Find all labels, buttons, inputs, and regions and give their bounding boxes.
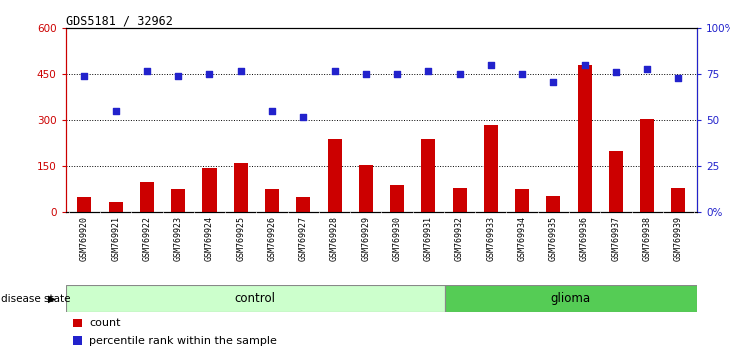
Bar <box>296 197 310 212</box>
Point <box>141 68 153 74</box>
Point <box>391 72 403 77</box>
Bar <box>640 119 654 212</box>
Point <box>110 108 122 114</box>
Bar <box>66 285 445 312</box>
Bar <box>577 65 591 212</box>
Bar <box>609 151 623 212</box>
Bar <box>234 163 247 212</box>
Point <box>485 62 496 68</box>
Point <box>328 68 340 74</box>
Point <box>79 73 91 79</box>
Bar <box>109 202 123 212</box>
Text: GSM769939: GSM769939 <box>674 216 683 261</box>
Bar <box>515 189 529 212</box>
Text: control: control <box>234 292 276 305</box>
Bar <box>202 168 217 212</box>
Text: GSM769921: GSM769921 <box>111 216 120 261</box>
Point <box>641 66 653 72</box>
Point <box>423 68 434 74</box>
Text: GSM769926: GSM769926 <box>267 216 277 261</box>
Text: GSM769923: GSM769923 <box>174 216 182 261</box>
Point <box>672 75 684 81</box>
Text: GSM769935: GSM769935 <box>549 216 558 261</box>
Point <box>548 79 559 85</box>
Text: count: count <box>89 318 120 328</box>
Bar <box>672 188 685 212</box>
Text: GDS5181 / 32962: GDS5181 / 32962 <box>66 14 172 27</box>
Bar <box>328 139 342 212</box>
Bar <box>140 182 154 212</box>
Text: GSM769933: GSM769933 <box>486 216 496 261</box>
Text: GSM769930: GSM769930 <box>393 216 402 261</box>
Text: disease state: disease state <box>1 294 70 304</box>
Point <box>204 72 215 77</box>
Point <box>454 72 466 77</box>
Text: percentile rank within the sample: percentile rank within the sample <box>89 336 277 346</box>
Point <box>297 114 309 120</box>
Text: GSM769934: GSM769934 <box>518 216 526 261</box>
Text: GSM769924: GSM769924 <box>205 216 214 261</box>
Text: GSM769937: GSM769937 <box>611 216 620 261</box>
Text: GSM769928: GSM769928 <box>330 216 339 261</box>
Text: GSM769936: GSM769936 <box>580 216 589 261</box>
Bar <box>445 285 697 312</box>
Point <box>235 68 247 74</box>
Point <box>610 70 622 75</box>
Text: glioma: glioma <box>551 292 591 305</box>
Point <box>579 62 591 68</box>
Text: GSM769938: GSM769938 <box>642 216 652 261</box>
Bar <box>358 165 373 212</box>
Text: GSM769929: GSM769929 <box>361 216 370 261</box>
Point <box>360 72 372 77</box>
Text: GSM769925: GSM769925 <box>237 216 245 261</box>
Bar <box>421 139 435 212</box>
Bar <box>172 189 185 212</box>
Text: ▶: ▶ <box>47 294 55 304</box>
Bar <box>546 195 561 212</box>
Bar <box>390 185 404 212</box>
Point <box>266 108 278 114</box>
Point <box>172 73 184 79</box>
Text: GSM769920: GSM769920 <box>80 216 89 261</box>
Text: GSM769931: GSM769931 <box>424 216 433 261</box>
Text: GSM769927: GSM769927 <box>299 216 308 261</box>
Text: GSM769932: GSM769932 <box>455 216 464 261</box>
Point <box>516 72 528 77</box>
Bar <box>77 197 91 212</box>
Bar <box>453 188 466 212</box>
Text: GSM769922: GSM769922 <box>142 216 152 261</box>
Bar <box>484 125 498 212</box>
Bar <box>265 189 279 212</box>
